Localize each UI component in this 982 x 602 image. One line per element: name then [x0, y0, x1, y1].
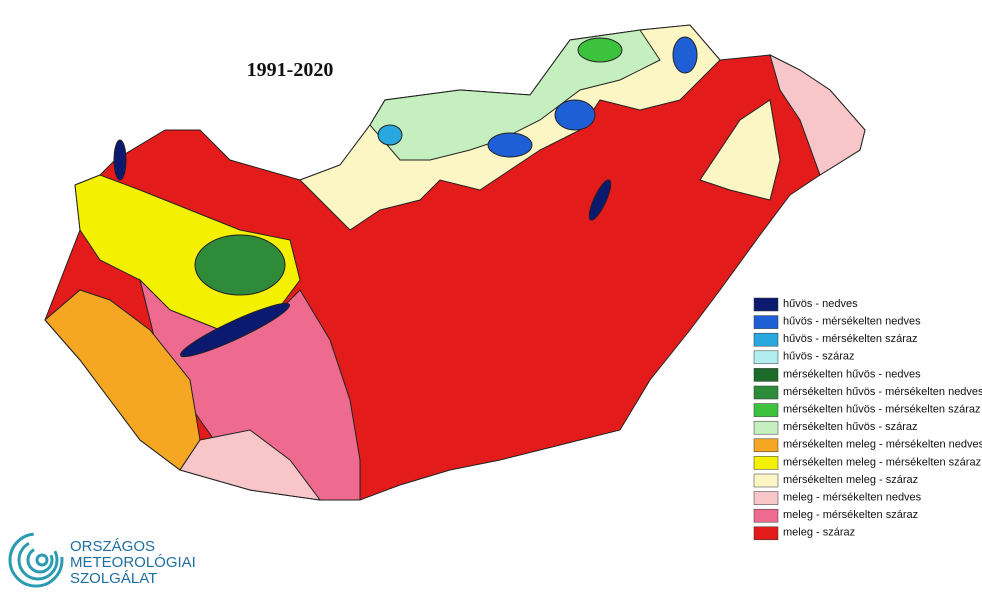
- legend-label: meleg - mérsékelten nedves: [783, 492, 922, 504]
- legend-label: mérsékelten hűvös - száraz: [783, 421, 918, 433]
- hungary-map: [44, 24, 866, 501]
- legend-swatch: [753, 403, 779, 417]
- legend-swatch: [753, 297, 779, 312]
- legend-swatch: [753, 315, 779, 329]
- legend-swatch: [753, 420, 779, 435]
- legend-label: mérsékelten hűvös - nedves: [783, 368, 921, 380]
- legend-label: mérsékelten meleg - mérsékelten nedves: [783, 439, 982, 451]
- lake-tisza: [588, 179, 612, 221]
- legend-swatch: [753, 385, 779, 400]
- region-zemplen: [672, 36, 698, 74]
- region-aggtelek: [577, 37, 623, 63]
- region-south-lightpink: [179, 429, 322, 501]
- region-matra: [487, 132, 533, 158]
- lake-balaton: [179, 302, 291, 358]
- legend-label: hűvös - száraz: [783, 351, 855, 363]
- region-northeast: [769, 54, 866, 176]
- lake-ferto: [113, 139, 127, 181]
- legend-label: meleg - mérsékelten száraz: [783, 509, 918, 521]
- legend-swatch: [753, 438, 779, 453]
- logo-icon: [8, 532, 64, 588]
- legend-swatch: [753, 368, 779, 382]
- legend-swatch: [753, 332, 779, 347]
- legend-label: mérsékelten meleg - száraz: [783, 474, 918, 486]
- map-title: 1991-2020: [247, 59, 334, 81]
- legend-label: hűvös - nedves: [783, 298, 858, 310]
- legend-swatch: [753, 456, 779, 470]
- region-bakony: [194, 234, 286, 296]
- legend-label: meleg - száraz: [783, 527, 855, 539]
- region-east-patch: [699, 99, 781, 201]
- legend-label: hűvös - mérsékelten száraz: [783, 333, 918, 345]
- region-north-hills: [369, 29, 661, 161]
- legend-label: mérsékelten meleg - mérsékelten száraz: [783, 456, 981, 468]
- legend-swatch: [753, 508, 779, 523]
- logo-line: ORSZÁGOS: [70, 538, 155, 555]
- region-bukk: [554, 99, 596, 131]
- legend-swatch: [753, 350, 779, 365]
- legend-label: mérsékelten hűvös - mérsékelten nedves: [783, 386, 982, 398]
- legend-swatch: [753, 526, 779, 541]
- legend-swatch: [753, 491, 779, 505]
- legend: hűvös - nedves hűvös - mérsékelten nedves…: [753, 297, 982, 541]
- legend-swatch: [753, 473, 779, 488]
- logo-line: METEOROLÓGIAI: [70, 554, 196, 571]
- legend-label: hűvös - mérsékelten nedves: [783, 316, 921, 328]
- logo-line: SZOLGÁLAT: [70, 570, 157, 587]
- region-borzsony: [377, 124, 403, 146]
- legend-label: mérsékelten hűvös - mérsékelten száraz: [783, 404, 980, 416]
